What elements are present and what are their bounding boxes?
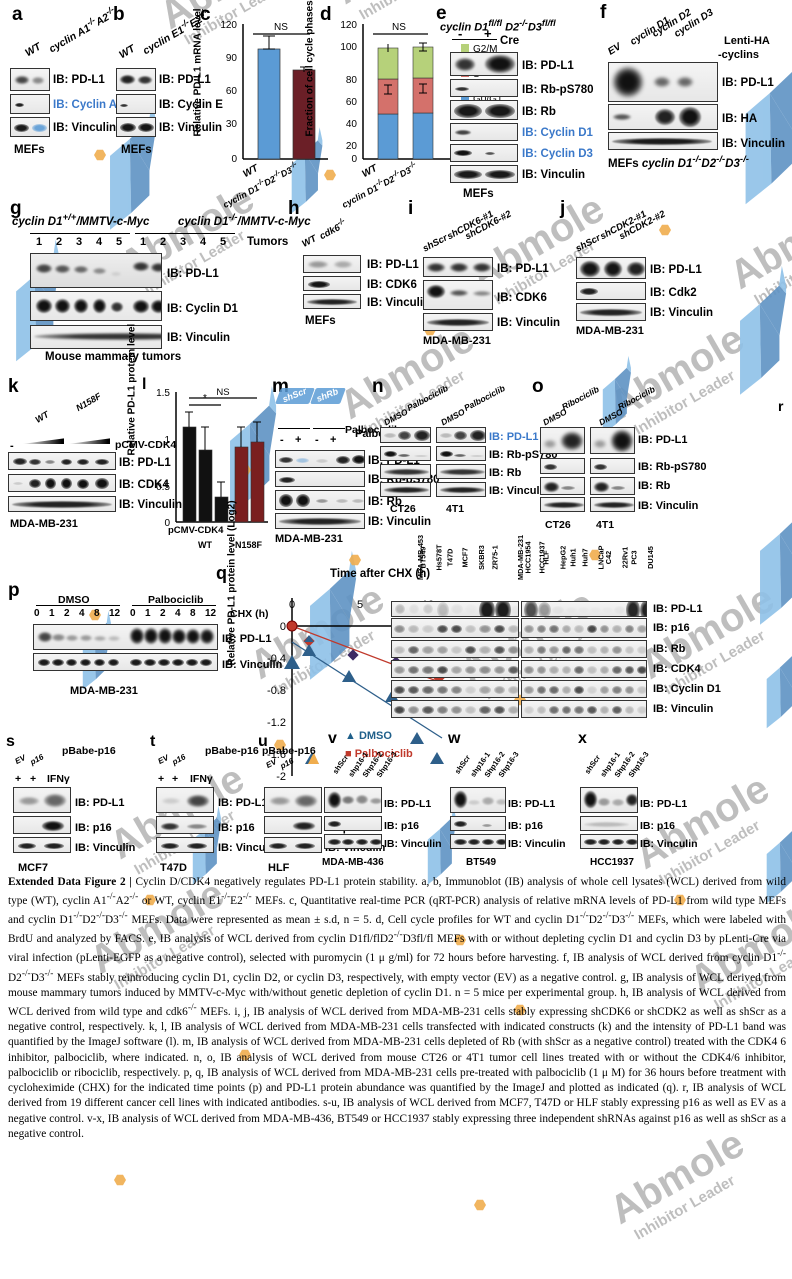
svg-text:-2: -2: [276, 771, 286, 783]
svg-text:30: 30: [226, 119, 238, 130]
svg-text:0: 0: [351, 154, 357, 165]
svg-text:40: 40: [346, 119, 358, 130]
svg-text:0: 0: [231, 154, 237, 165]
svg-text:NS: NS: [274, 22, 288, 33]
svg-text:NS: NS: [392, 22, 406, 33]
svg-text:80: 80: [346, 75, 358, 86]
svg-text:-1.2: -1.2: [267, 717, 286, 729]
svg-text:1: 1: [164, 435, 170, 446]
svg-text:20: 20: [346, 141, 358, 152]
svg-text:1.5: 1.5: [156, 388, 170, 399]
svg-text:0: 0: [280, 621, 286, 633]
svg-text:Inhibitor Leader: Inhibitor Leader: [751, 237, 792, 308]
svg-text:Inhibitor Leader: Inhibitor Leader: [631, 367, 738, 438]
svg-text:Inhibitor Leader: Inhibitor Leader: [631, 1172, 738, 1243]
svg-text:5: 5: [357, 599, 363, 611]
svg-text:60: 60: [226, 86, 238, 97]
svg-text:90: 90: [226, 53, 238, 64]
svg-text:Abmole: Abmole: [328, 0, 477, 13]
svg-text:100: 100: [340, 42, 357, 53]
svg-text:60: 60: [346, 97, 358, 108]
svg-text:NS: NS: [216, 387, 229, 398]
svg-text:Abmole: Abmole: [723, 186, 792, 297]
svg-text:-0.8: -0.8: [267, 685, 286, 697]
svg-text:0: 0: [289, 599, 295, 611]
svg-text:-0.4: -0.4: [267, 653, 286, 665]
svg-text:120: 120: [340, 20, 357, 31]
svg-text:0.5: 0.5: [156, 482, 170, 493]
svg-text:120: 120: [220, 20, 237, 31]
